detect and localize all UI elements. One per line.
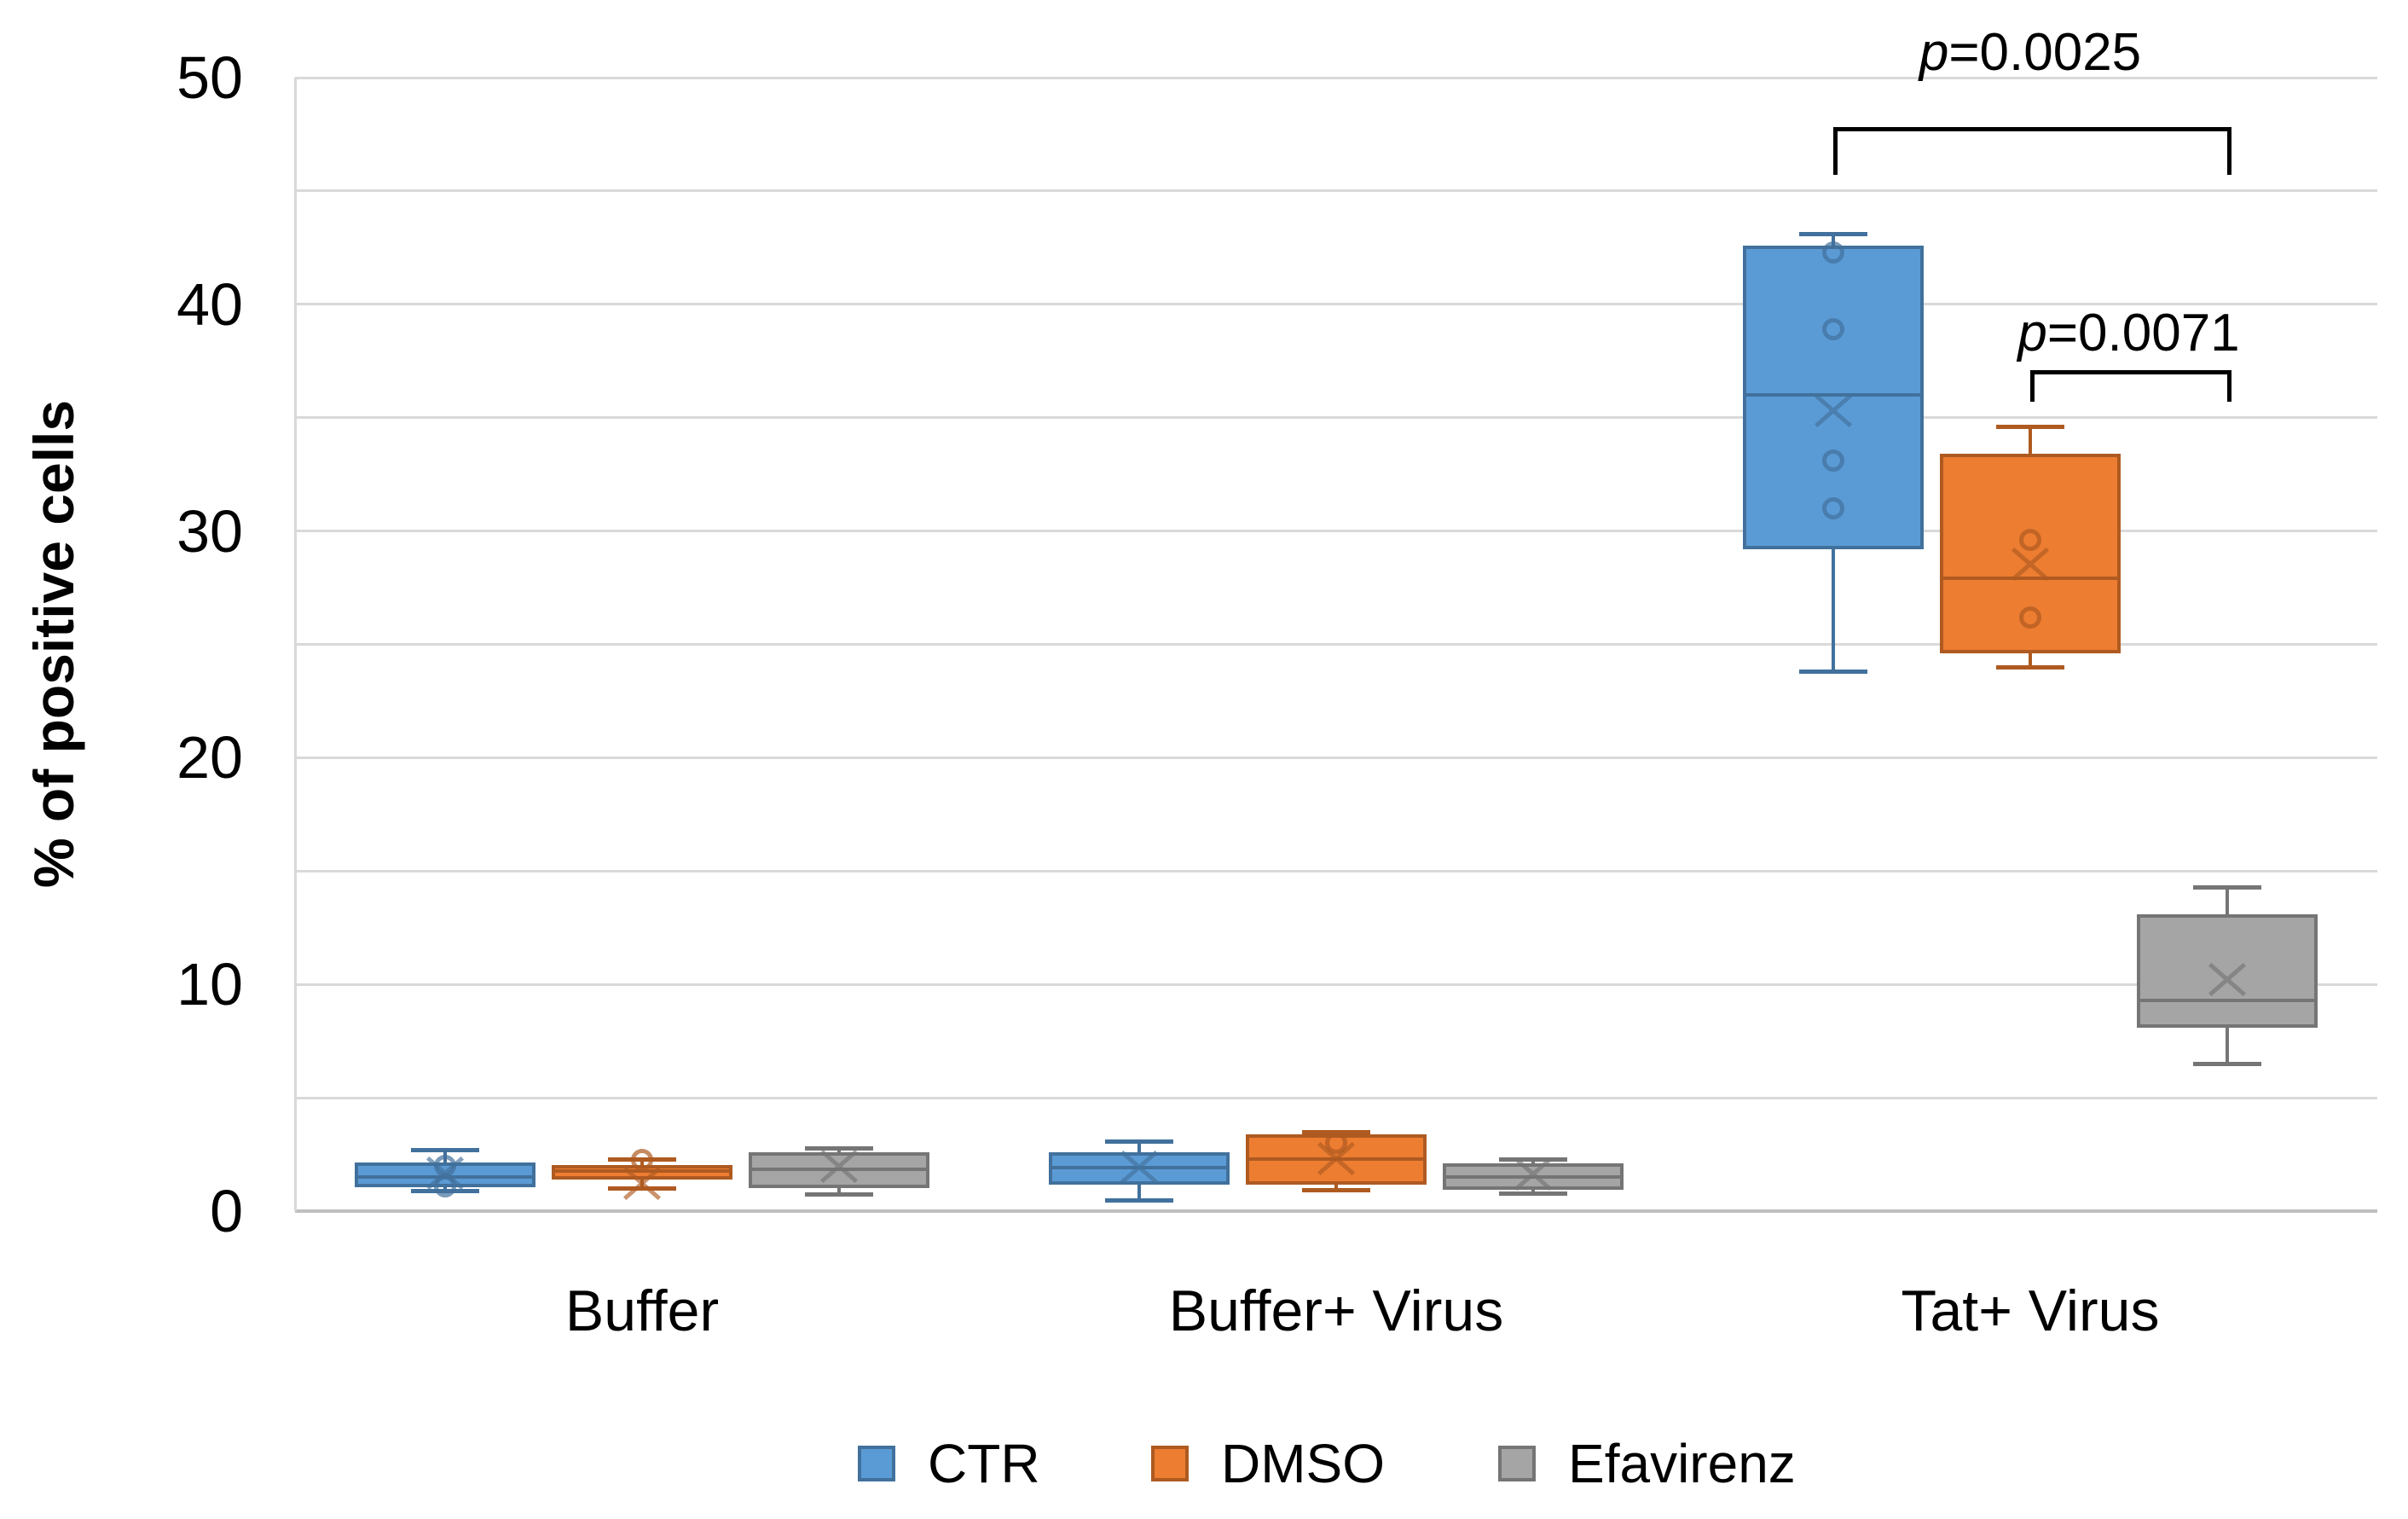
p-value-number: =0.0025 xyxy=(1948,22,2142,82)
data-point xyxy=(2019,529,2041,552)
gridline-35 xyxy=(295,416,2377,420)
whisker-cap-min xyxy=(2193,1062,2261,1067)
whisker-cap-min xyxy=(1499,1191,1567,1197)
legend-label: Efavirenz xyxy=(1568,1433,1796,1494)
whisker-cap-max xyxy=(1996,425,2064,430)
y-tick-label-10: 10 xyxy=(177,951,243,1018)
x-axis-line xyxy=(295,1209,2377,1213)
gridline-25 xyxy=(295,643,2377,646)
gridline-30 xyxy=(295,530,2377,533)
legend-item-dmso: DMSO xyxy=(1151,1433,1385,1494)
data-point xyxy=(2019,606,2041,629)
y-tick-label-0: 0 xyxy=(210,1178,243,1244)
gridline-40 xyxy=(295,303,2377,306)
gridline-20 xyxy=(295,756,2377,759)
gridline-45 xyxy=(295,189,2377,193)
whisker-cap-min xyxy=(1799,670,1867,675)
y-axis-line xyxy=(294,78,297,1211)
median-line xyxy=(1746,393,1920,397)
whisker-lower xyxy=(1832,548,1835,672)
whisker-cap-max xyxy=(1105,1139,1173,1144)
mean-marker xyxy=(2204,960,2250,1000)
bracket-bar xyxy=(1833,127,2231,132)
median-line xyxy=(1943,577,2117,581)
p-value-label: p=0.0071 xyxy=(1788,303,2408,364)
legend-swatch-ctr xyxy=(858,1446,895,1481)
median-line xyxy=(555,1169,729,1174)
x-category-label: Buffer+ Virus xyxy=(1168,1278,1504,1343)
mean-marker xyxy=(1116,1147,1162,1188)
iqr-box xyxy=(1940,454,2121,654)
whisker-lower xyxy=(1531,1189,1535,1194)
legend-label: DMSO xyxy=(1221,1433,1385,1494)
legend-item-efavirenz: Efavirenz xyxy=(1498,1433,1796,1494)
whisker-cap-min xyxy=(1996,665,2064,670)
whisker-lower xyxy=(2226,1027,2229,1064)
whisker-cap-max xyxy=(1499,1157,1567,1162)
mean-marker xyxy=(816,1146,862,1187)
whisker-upper xyxy=(2226,886,2229,914)
x-category-label: Tat+ Virus xyxy=(1901,1278,2160,1343)
legend-item-ctr: CTR xyxy=(858,1433,1040,1494)
data-point xyxy=(631,1149,653,1172)
mean-marker xyxy=(1510,1154,1556,1195)
data-point xyxy=(1822,241,1844,264)
gridline-50 xyxy=(295,76,2377,79)
data-point xyxy=(434,1154,456,1177)
y-tick-label-40: 40 xyxy=(177,270,243,338)
gridline-15 xyxy=(295,869,2377,873)
p-value-symbol: p xyxy=(2017,304,2047,363)
whisker-cap-max xyxy=(1799,232,1867,237)
legend-swatch-efavirenz xyxy=(1498,1446,1536,1481)
data-point xyxy=(1822,497,1844,520)
y-tick-label-50: 50 xyxy=(177,44,243,111)
whisker-upper xyxy=(2029,426,2032,455)
whisker-cap-min xyxy=(608,1186,676,1191)
x-category-label: Buffer xyxy=(564,1278,720,1343)
data-point xyxy=(1822,318,1844,341)
whisker-lower xyxy=(1137,1185,1141,1200)
data-point xyxy=(434,1174,456,1197)
whisker-upper xyxy=(1832,234,1835,246)
whisker-lower xyxy=(837,1188,841,1195)
y-tick-label-20: 20 xyxy=(177,724,243,791)
bracket-bar xyxy=(2030,369,2231,374)
whisker-cap-max xyxy=(805,1145,873,1151)
p-value-symbol: p xyxy=(1919,22,1949,82)
whisker-lower xyxy=(1334,1185,1338,1190)
legend-swatch-dmso xyxy=(1151,1446,1189,1481)
legend-label: CTR xyxy=(928,1433,1040,1494)
data-point xyxy=(1822,449,1844,473)
data-point xyxy=(1325,1132,1347,1155)
whisker-cap-max xyxy=(2193,884,2261,890)
whisker-upper xyxy=(1137,1140,1141,1152)
y-axis-title: % of positive cells xyxy=(22,399,85,889)
median-line xyxy=(2140,998,2314,1002)
gridline-10 xyxy=(295,983,2377,986)
whisker-cap-min xyxy=(1105,1197,1173,1203)
mean-marker xyxy=(1810,391,1856,432)
bracket-tick xyxy=(2227,369,2231,403)
whisker-lower xyxy=(2029,653,2032,668)
whisker-cap-min xyxy=(1302,1187,1370,1192)
iqr-box xyxy=(2137,913,2318,1028)
gridline-5 xyxy=(295,1096,2377,1099)
bracket-tick xyxy=(2227,127,2231,176)
p-value-label: p=0.0025 xyxy=(1689,22,2371,84)
whisker-cap-min xyxy=(805,1192,873,1197)
bracket-tick xyxy=(1833,127,1838,176)
whisker-cap-max xyxy=(411,1148,479,1153)
y-tick-label-30: 30 xyxy=(177,497,243,565)
bracket-tick xyxy=(2030,369,2035,403)
p-value-number: =0.0071 xyxy=(2046,304,2240,363)
